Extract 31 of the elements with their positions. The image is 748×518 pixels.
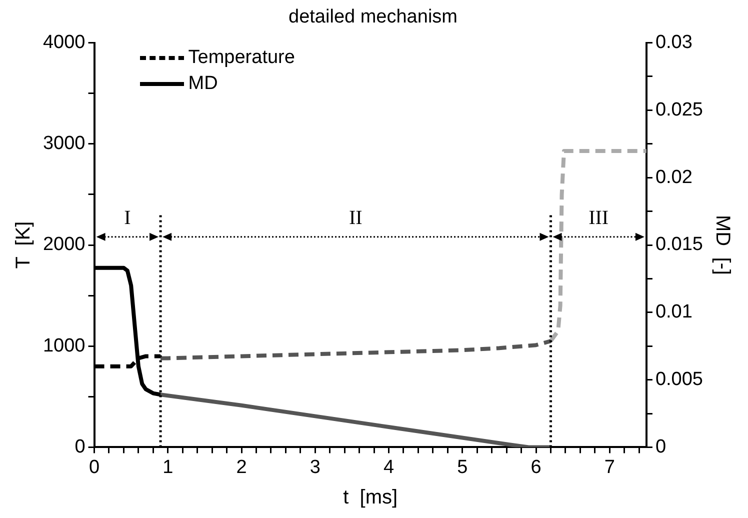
y2-tick-label: 0.005 [655,369,703,390]
y2-tick-label: 0.015 [655,234,703,256]
line-series [158,339,553,360]
legend-label: MD [188,72,218,95]
x-tick-label: 4 [383,456,394,478]
x-tick-label: 3 [310,456,320,478]
y2-tick-label: 0.025 [655,99,703,120]
y-tick-label: 2000 [42,234,86,256]
y2-tick-label: 0.03 [655,32,692,54]
y-tick-label: 4000 [42,32,86,54]
annotation: II [348,206,362,229]
annotation: III [588,206,609,229]
y2-tick-label: 0.02 [655,166,692,188]
y2-axis-title: MD [-] [711,215,734,275]
y-tick-label: 0 [74,436,86,458]
y2-tick-label: 0 [655,436,666,458]
chart-title: detailed mechanism [288,6,458,28]
x-tick-label: 1 [162,456,174,478]
x-tick-label: 5 [457,456,468,478]
x-axis-title: t [ms] [343,486,398,509]
legend-label: Temperature [188,46,295,69]
y-tick-label: 1000 [42,335,86,356]
x-tick-label: 2 [236,456,247,478]
x-tick-label: 6 [530,456,542,478]
line-series [548,148,646,344]
y-tick-label: 3000 [42,133,86,154]
x-tick-label: 0 [88,456,100,478]
x-tick-label: 7 [604,456,615,478]
annotation: I [124,206,131,229]
y2-tick-label: 0.01 [655,302,692,323]
y-axis-title: T [K] [12,221,35,269]
